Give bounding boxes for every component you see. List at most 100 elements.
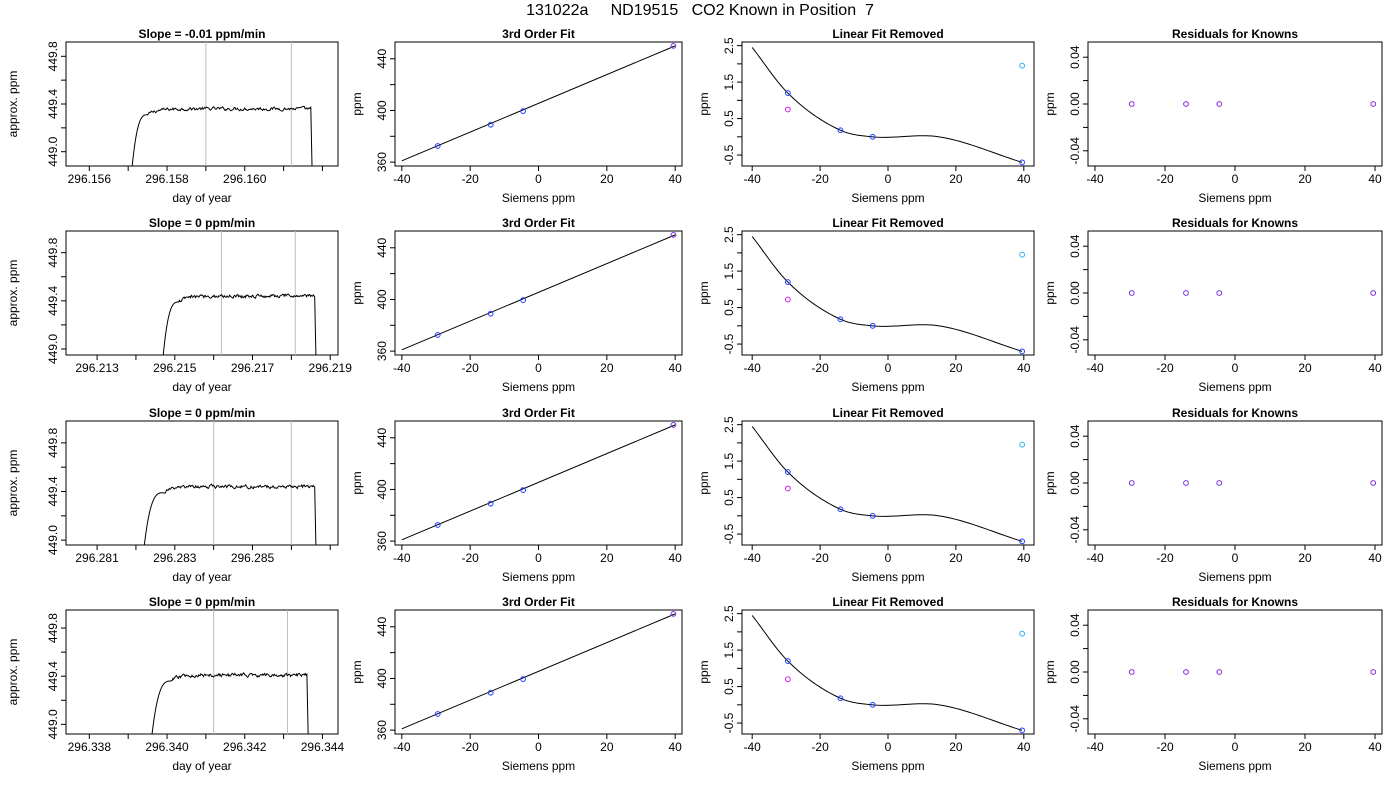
x-tick-label: 40 [1017, 551, 1031, 565]
y-tick-label: 449.0 [46, 334, 60, 364]
y-axis-label: ppm [697, 92, 711, 115]
data-point [487, 310, 494, 317]
panel-timeseries: Slope = 0 ppm/min 296.213 296.215 296.217 29… [6, 216, 352, 394]
data-point [869, 133, 876, 140]
data-point [837, 316, 844, 323]
data-point [670, 42, 677, 49]
panel-title: Slope = 0 ppm/min [149, 406, 255, 420]
plot-area [1128, 101, 1377, 107]
x-axis-label: day of year [172, 570, 231, 584]
panel-title: Slope = -0.01 ppm/min [138, 27, 265, 41]
y-tick-label: 2.5 [722, 226, 736, 243]
x-tick-label: 0 [1232, 361, 1239, 375]
y-axis-label: ppm [1043, 92, 1057, 115]
x-tick-label: 296.344 [301, 740, 345, 754]
x-axis-label: Siemens ppm [502, 570, 575, 584]
x-tick-label: -40 [393, 551, 411, 565]
x-tick-label: 296.338 [68, 740, 112, 754]
y-tick-label: 400 [375, 100, 389, 120]
plot-area [401, 421, 677, 541]
x-tick-label: 0 [885, 361, 892, 375]
y-axis-label: approx. ppm [6, 260, 20, 327]
data-point [1183, 290, 1189, 296]
y-tick-label: 400 [375, 668, 389, 688]
x-tick-label: 40 [1368, 172, 1382, 186]
y-tick-label: 0.5 [722, 299, 736, 316]
y-tick-label: 360 [375, 152, 389, 172]
x-tick-label: 296.160 [223, 172, 267, 186]
y-tick-label: 0.00 [1068, 471, 1082, 495]
plot-area [151, 610, 309, 734]
fit-curve [751, 426, 1023, 542]
x-tick-label: 296.283 [153, 551, 197, 565]
plot-area [751, 236, 1026, 355]
fit-line [401, 613, 676, 730]
data-point [434, 143, 441, 149]
plot-area [1128, 290, 1377, 296]
panel-resid: Residuals for Knowns -40 -20 0 20 40 -0.04 0.00… [1043, 216, 1383, 394]
y-tick-label: 0.5 [722, 110, 736, 127]
x-tick-label: 296.213 [75, 361, 119, 375]
panel-title: 3rd Order Fit [502, 595, 575, 609]
x-tick-label: -20 [811, 740, 829, 754]
x-tick-label: 0 [535, 551, 542, 565]
y-axis-label: ppm [697, 660, 711, 683]
data-point [1019, 538, 1026, 545]
x-tick-label: 20 [1298, 172, 1312, 186]
data-point [784, 279, 791, 285]
data-point [1183, 480, 1189, 486]
y-axis-label: ppm [1043, 471, 1057, 494]
y-tick-label: 1.5 [722, 452, 736, 469]
y-tick-label: 0.04 [1068, 234, 1082, 258]
y-tick-label: 449.4 [46, 476, 60, 506]
data-point [1370, 669, 1377, 675]
panel-title: Linear Fit Removed [832, 595, 943, 609]
data-point [784, 296, 791, 303]
x-axis-label: day of year [172, 759, 231, 773]
panel-timeseries: Slope = 0 ppm/min 296.281 296.283 296.285 44… [6, 406, 339, 584]
x-tick-label: 296.219 [309, 361, 353, 375]
y-axis-label: approx. ppm [6, 71, 20, 138]
data-point [784, 469, 791, 475]
x-tick-label: 20 [1298, 361, 1312, 375]
plot-frame [65, 41, 339, 167]
series-line [151, 672, 309, 734]
y-tick-label: 0.04 [1068, 45, 1082, 69]
x-tick-label: 20 [949, 740, 963, 754]
x-tick-label: -40 [393, 172, 411, 186]
data-point [670, 610, 677, 617]
data-point [434, 332, 441, 338]
x-tick-label: -20 [461, 551, 479, 565]
panel-title: Residuals for Knowns [1172, 406, 1298, 420]
x-axis-label: Siemens ppm [1198, 380, 1271, 394]
data-point [1128, 480, 1135, 486]
y-tick-label: 360 [375, 720, 389, 740]
data-point [520, 676, 527, 683]
panel-timeseries: Slope = 0 ppm/min 296.338 296.340 296.342 29… [6, 595, 344, 773]
y-tick-label: -0.5 [722, 712, 736, 733]
panel-title: Residuals for Knowns [1172, 216, 1298, 230]
x-tick-label: 40 [1017, 361, 1031, 375]
y-tick-label: 449.0 [46, 709, 60, 739]
data-point [1216, 669, 1223, 675]
x-axis-label: Siemens ppm [502, 380, 575, 394]
x-tick-label: 296.156 [68, 172, 112, 186]
y-tick-label: 449.8 [46, 41, 60, 71]
panel-fit3: 3rd Order Fit -40 -20 0 20 40 360 400 440 Siemens… [350, 216, 683, 394]
y-tick-label: 400 [375, 479, 389, 499]
plot-area [1128, 669, 1377, 675]
data-point [1019, 630, 1026, 637]
data-point [520, 487, 527, 494]
y-tick-label: -0.5 [722, 523, 736, 544]
data-point [1019, 727, 1026, 734]
fit-line [401, 234, 676, 351]
x-axis-label: Siemens ppm [1198, 570, 1271, 584]
data-point [869, 322, 876, 329]
x-tick-label: 20 [1298, 740, 1312, 754]
series-line [131, 105, 313, 166]
x-tick-label: -40 [744, 361, 762, 375]
y-tick-label: 2.5 [722, 605, 736, 622]
x-tick-label: -20 [461, 361, 479, 375]
plot-area [162, 231, 317, 355]
data-point [1216, 480, 1223, 486]
